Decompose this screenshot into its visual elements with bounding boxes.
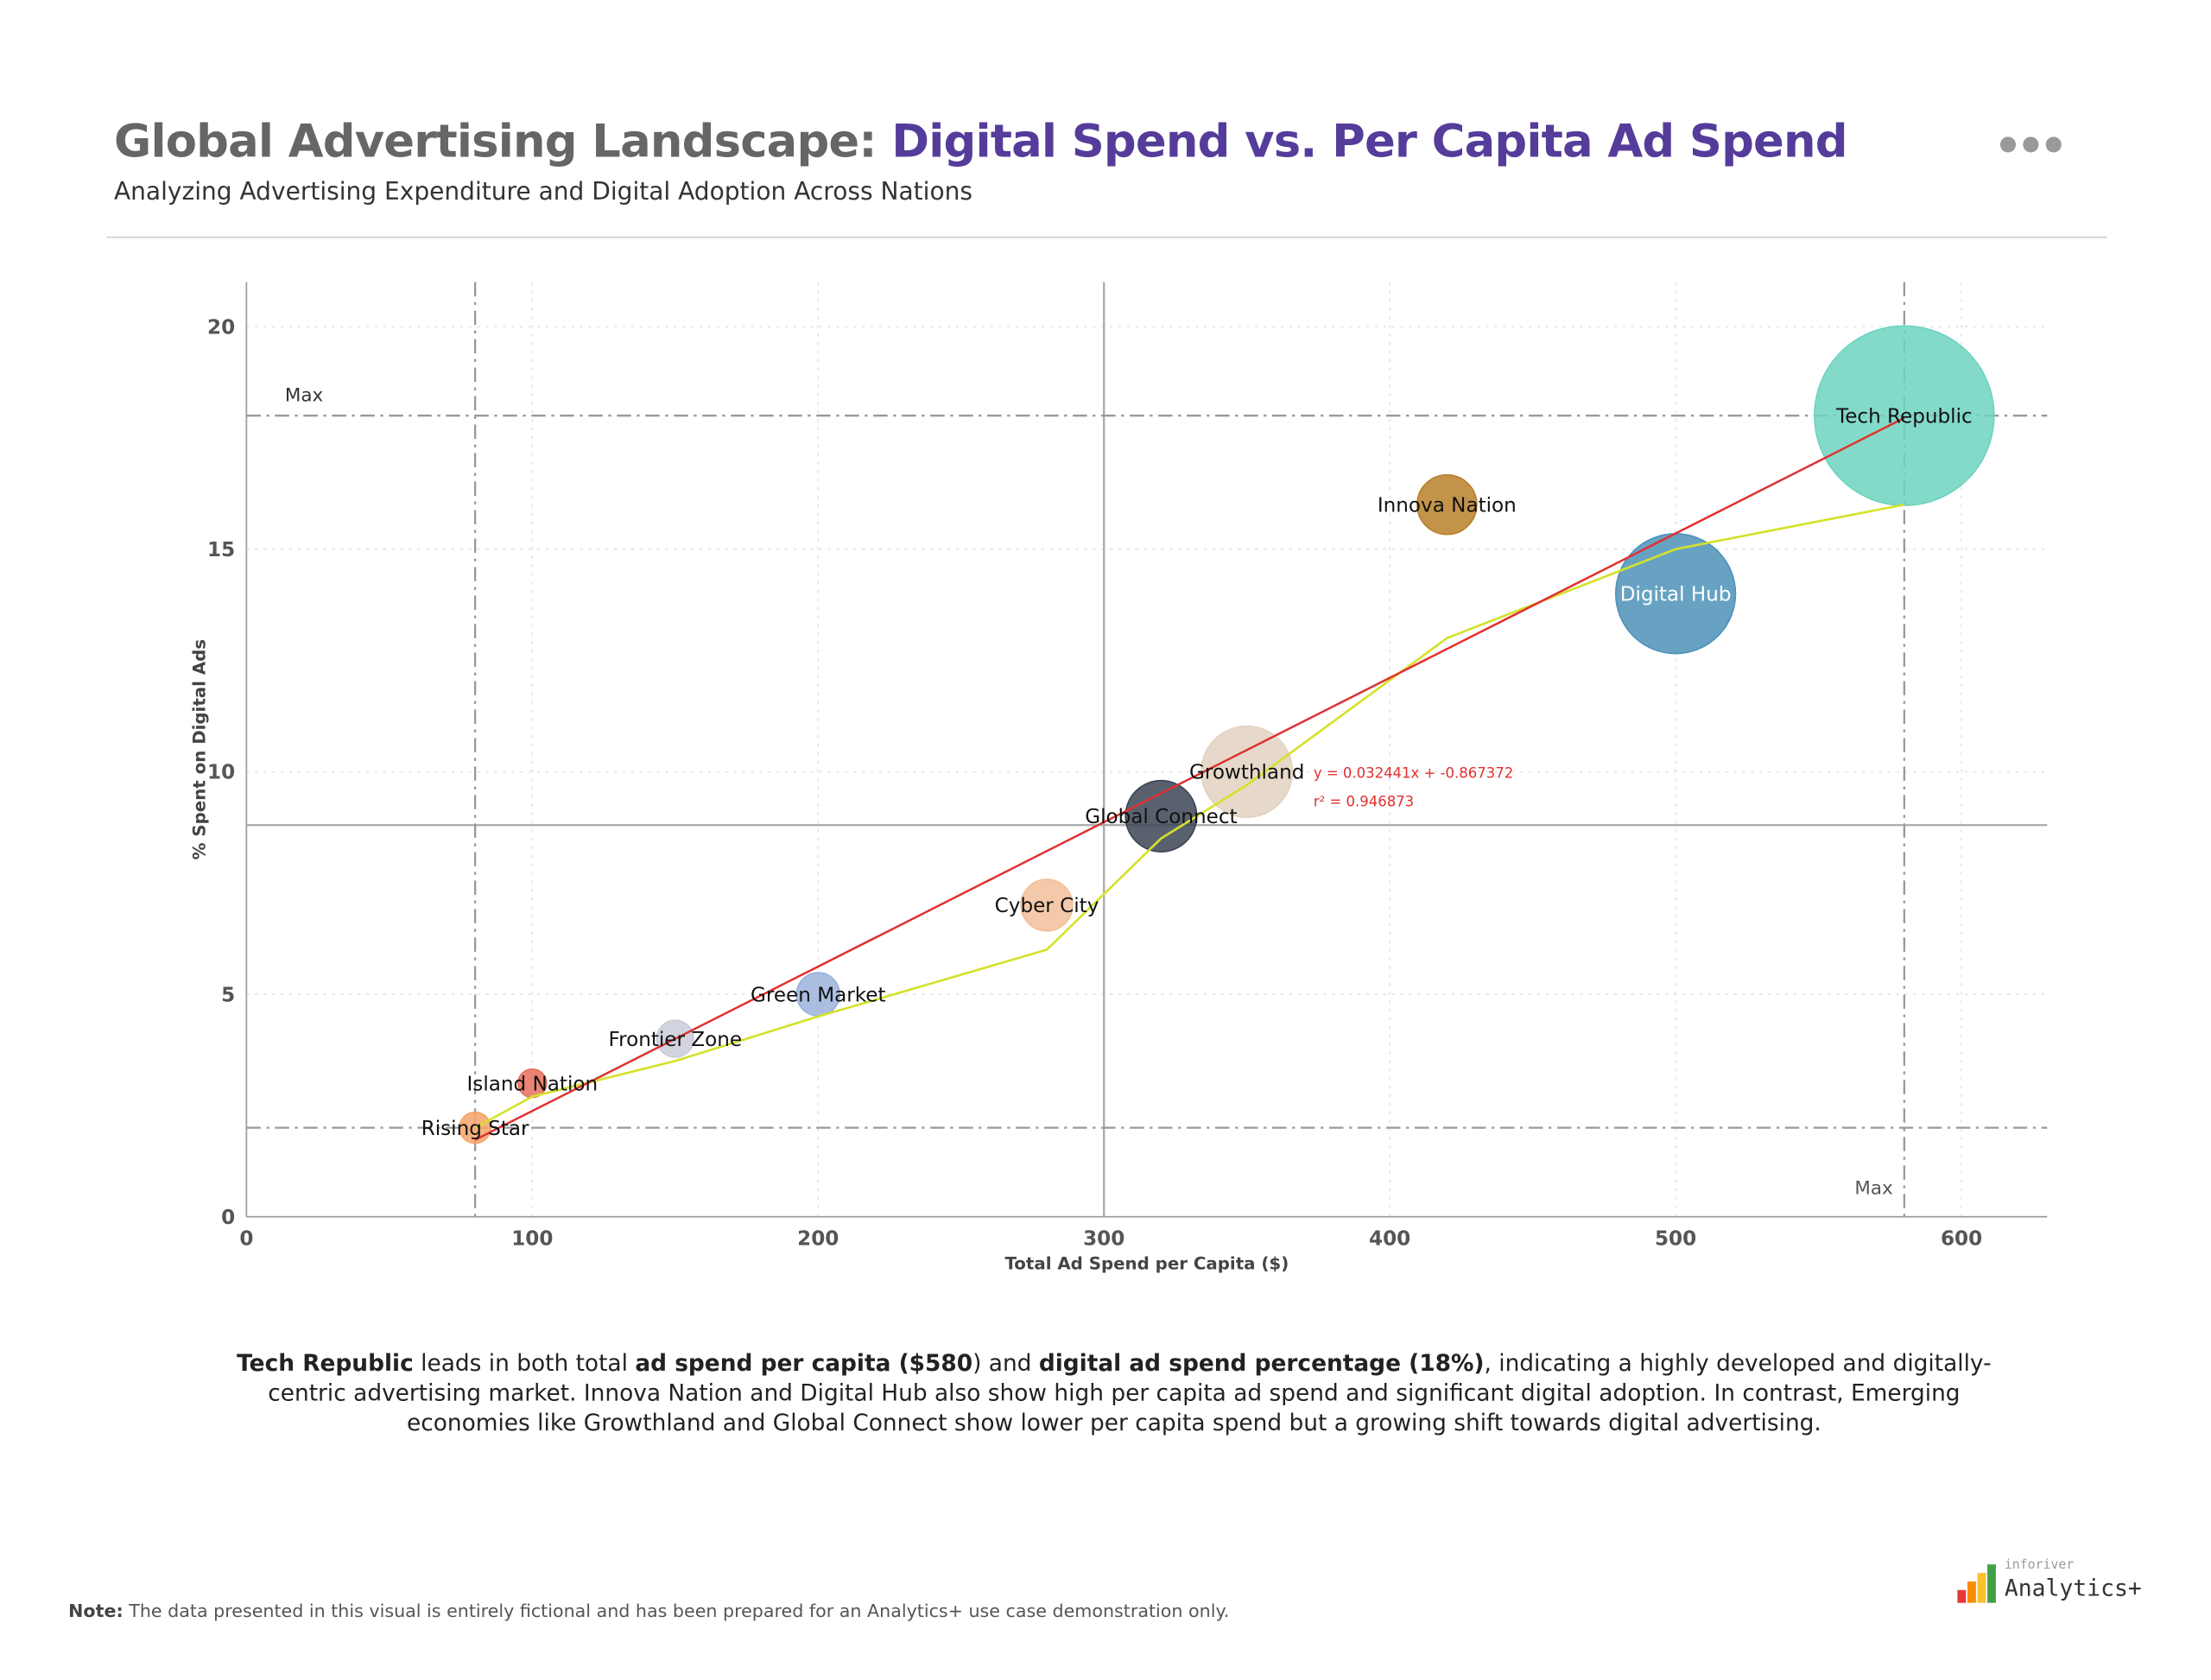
bubble-label: Island Nation (467, 1073, 599, 1095)
bubble-label: Frontier Zone (609, 1029, 743, 1051)
logo-big: Analytics+ (2004, 1574, 2142, 1602)
trendline (474, 416, 1905, 1141)
bubble (1020, 878, 1074, 932)
logo: inforiver Analytics+ (1954, 1559, 2154, 1616)
note-text: The data presented in this visual is ent… (123, 1600, 1230, 1622)
bubble-label: Rising Star (421, 1118, 529, 1140)
bubble-label: Tech Republic (1835, 405, 1973, 428)
y-tick-label: 15 (207, 539, 235, 561)
subtitle: Analyzing Advertising Expenditure and Di… (113, 178, 972, 207)
x-tick-label: 0 (239, 1228, 253, 1251)
y-tick-label: 10 (207, 762, 235, 784)
x-axis-title: Total Ad Spend per Capita ($) (1004, 1254, 1289, 1274)
commentary: Tech Republic leads in both total ad spe… (213, 1347, 2014, 1437)
bubble-label: Digital Hub (1620, 584, 1732, 606)
y-axis-title: % Spent on Digital Ads (190, 639, 210, 859)
x-tick-label: 500 (1655, 1228, 1696, 1251)
commentary-segment: Tech Republic (237, 1349, 414, 1377)
commentary-segment: ) and (972, 1349, 1039, 1377)
bubble (1201, 725, 1294, 818)
y-tick-label: 0 (221, 1207, 235, 1229)
more-menu[interactable] (1999, 131, 2068, 158)
title: Global Advertising Landscape: Digital Sp… (113, 113, 1848, 168)
reference-label: Max (1854, 1177, 1892, 1199)
bubble-label: Green Market (751, 984, 886, 1006)
logo-small: inforiver (2004, 1558, 2075, 1574)
bubble (1416, 473, 1478, 536)
divider (106, 236, 2107, 238)
note: Note: The data presented in this visual … (68, 1600, 1229, 1621)
commentary-segment: leads in both total (413, 1349, 636, 1377)
logo-icon (1957, 1564, 1996, 1603)
title-part: Global Advertising Landscape: (113, 113, 892, 168)
y-tick-label: 5 (221, 984, 235, 1006)
x-tick-label: 200 (797, 1228, 839, 1251)
x-tick-label: 400 (1369, 1228, 1410, 1251)
bubble-label: Global Connect (1085, 806, 1237, 828)
x-tick-label: 300 (1083, 1228, 1125, 1251)
y-tick-label: 20 (207, 316, 235, 339)
trend-r2: r² = 0.946873 (1314, 794, 1414, 810)
commentary-segment: digital ad spend percentage (18%) (1038, 1349, 1485, 1377)
trend-equation: y = 0.032441x + -0.867372 (1314, 765, 1513, 782)
note-label: Note: (68, 1600, 124, 1622)
commentary-segment: , indicating a highly developed and digi… (268, 1349, 1992, 1436)
x-tick-label: 100 (511, 1228, 553, 1251)
x-tick-label: 600 (1941, 1228, 1982, 1251)
bubble-label: Growthland (1189, 762, 1304, 784)
bubble-label: Cyber City (995, 895, 1099, 917)
reference-label: Max (285, 385, 323, 407)
commentary-segment: ad spend per capita ($580 (635, 1349, 973, 1377)
title-part: Digital Spend vs. Per Capita Ad Spend (891, 113, 1847, 168)
smooth-line (474, 503, 1905, 1129)
bubble-label: Innova Nation (1378, 494, 1517, 517)
